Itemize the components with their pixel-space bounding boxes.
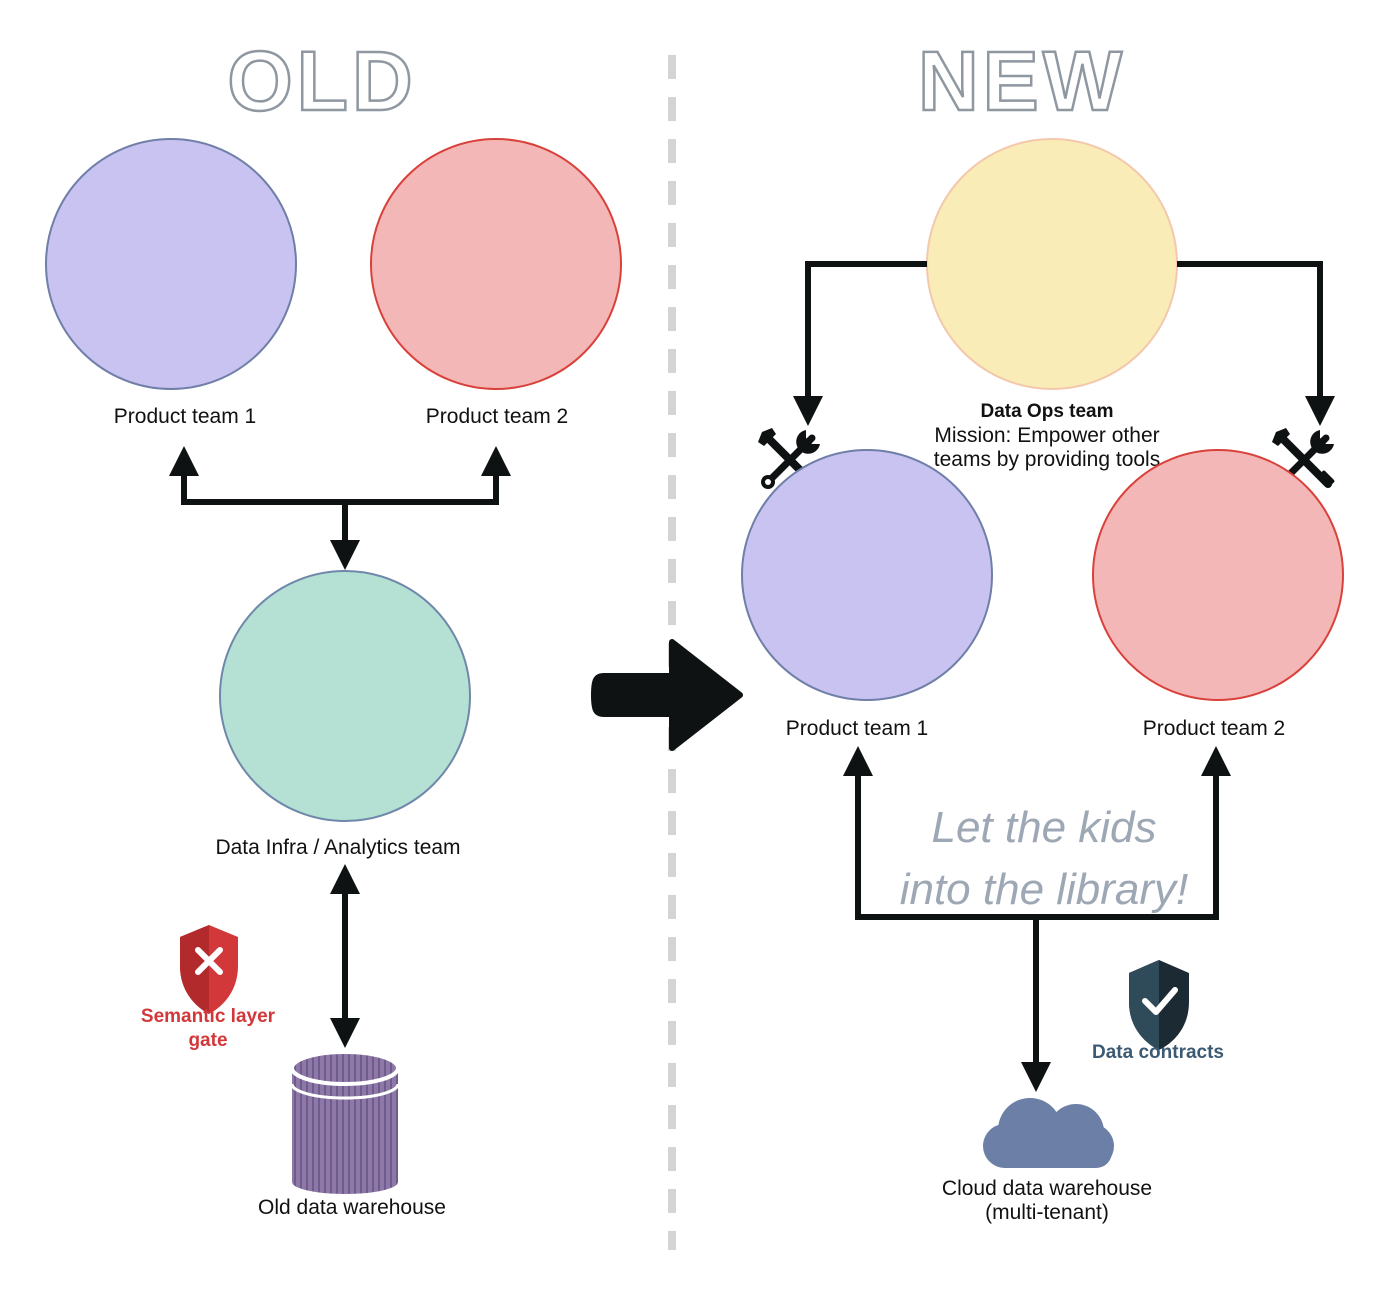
ops-team-name: Data Ops team [980, 401, 1113, 422]
old-infra-team-node [219, 570, 471, 822]
old-product-team-2-label: Product team 2 [426, 405, 568, 428]
old-title: OLD [227, 34, 416, 128]
database-cylinder-icon [290, 1050, 400, 1194]
cloud-warehouse-label-line2: (multi-tenant) [985, 1201, 1109, 1224]
ops-mission-line2: teams by providing tools [934, 448, 1160, 471]
old-product-team-2-node [370, 138, 622, 390]
gate-label-line1: Semantic layer [141, 1006, 276, 1027]
new-title: NEW [918, 34, 1126, 128]
cloud-icon [983, 1098, 1114, 1168]
old-warehouse-label: Old data warehouse [258, 1196, 446, 1219]
cloud-warehouse-label-line1: Cloud data warehouse [942, 1177, 1152, 1200]
ops-mission-line1: Mission: Empower other [934, 424, 1159, 447]
slogan-line1: Let the kids [931, 803, 1156, 852]
contracts-label: Data contracts [1092, 1042, 1224, 1063]
new-product-team-2-label: Product team 2 [1143, 717, 1285, 740]
big-arrow-right-icon [591, 639, 743, 751]
old-product-team-1-label: Product team 1 [114, 405, 256, 428]
old-infra-team-label: Data Infra / Analytics team [215, 836, 460, 859]
old-product-team-1-node [45, 138, 297, 390]
slogan-line2: into the library! [900, 865, 1189, 914]
gate-label-line2: gate [188, 1030, 227, 1051]
shield-x-icon [180, 925, 238, 1014]
ops-connector-right [1177, 261, 1335, 426]
ops-connector-left [793, 261, 927, 426]
new-product-team-1-node [741, 449, 993, 701]
new-product-team-2-node [1092, 449, 1344, 701]
shield-check-icon [1129, 960, 1189, 1050]
new-product-team-1-label: Product team 1 [786, 717, 928, 740]
old-connector-teams [169, 446, 511, 505]
ops-team-node [926, 138, 1178, 390]
